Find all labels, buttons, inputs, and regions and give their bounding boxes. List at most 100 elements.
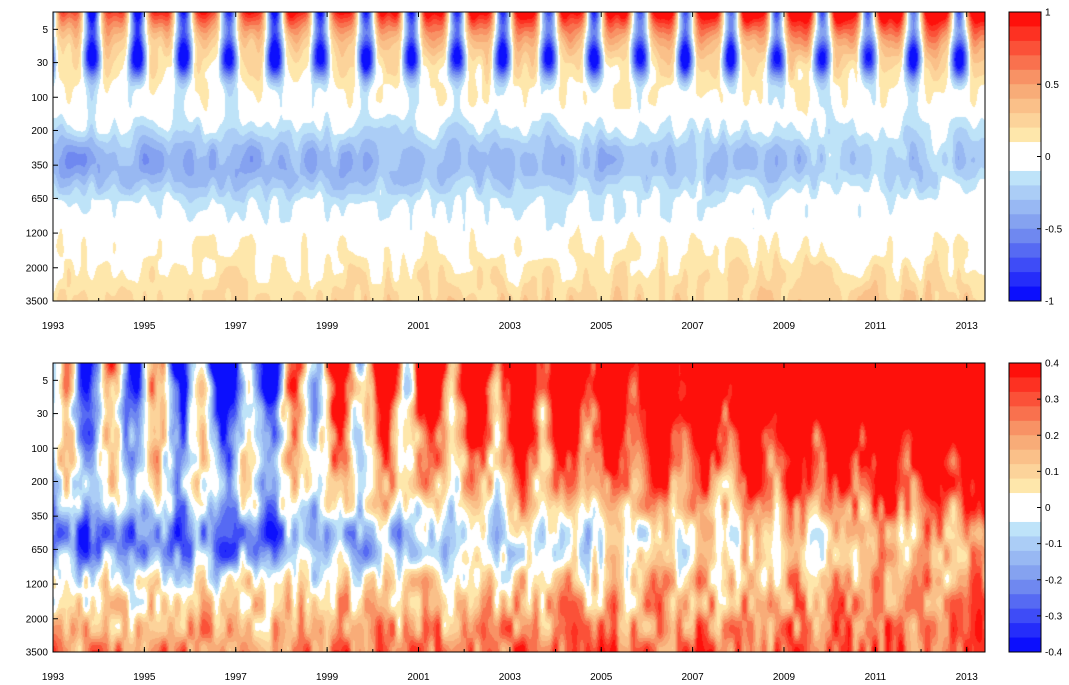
colorbar-tick-label: 0.4 (1045, 359, 1059, 370)
y-tick-label: 5 (42, 376, 48, 387)
colorbar-segment (1009, 257, 1041, 273)
colorbar-segment (1009, 435, 1041, 451)
colorbar-segment (1009, 98, 1041, 114)
colorbar-segment (1009, 12, 1041, 27)
x-tick-label: 1999 (316, 672, 339, 683)
x-tick-label: 2007 (681, 672, 704, 683)
colorbar-segment (1009, 243, 1041, 259)
colorbar-segment (1009, 40, 1041, 56)
x-tick-label: 1997 (225, 672, 248, 683)
colorbar-tick-label: 0.2 (1045, 431, 1059, 442)
colorbar-segment (1009, 55, 1041, 71)
plot-frame-bottom (52, 362, 986, 653)
x-tick-label: 1995 (133, 321, 156, 332)
colorbar-tick-label: -0.1 (1045, 539, 1063, 550)
colorbar-tick-label: 0.3 (1045, 395, 1059, 406)
colorbar-segment (1009, 170, 1041, 186)
y-tick-label: 1200 (26, 580, 49, 591)
x-axis-top: 1993 1995 1997 1999 2001 2003 2005 2007 2009 2011… (42, 12, 978, 332)
colorbar-segment (1009, 565, 1041, 581)
y-tick-label: 2000 (26, 263, 49, 274)
colorbar-segment (1009, 199, 1041, 215)
colorbar-tick-label: 1 (1045, 8, 1051, 19)
y-tick-label: 30 (37, 58, 49, 69)
x-tick-label: 2013 (956, 321, 979, 332)
plot-frame-top (52, 11, 986, 302)
x-tick-label: 2009 (773, 672, 796, 683)
colorbar-segment (1009, 113, 1041, 129)
y-tick-label: 350 (31, 161, 48, 172)
colorbar-tick-label: -0.3 (1045, 611, 1063, 622)
colorbar-segment (1009, 507, 1041, 523)
heatmap-bottom (53, 363, 985, 652)
y-tick-label: 30 (37, 409, 49, 420)
x-tick-label: 2001 (407, 672, 430, 683)
x-tick-label: 2009 (773, 321, 796, 332)
x-tick-label: 2011 (865, 321, 887, 332)
colorbar-tick-label: -0.5 (1045, 224, 1063, 235)
y-tick-label: 5 (42, 25, 48, 36)
colorbar-segment (1009, 594, 1041, 610)
x-tick-label: 1993 (42, 321, 65, 332)
colorbar-segment (1009, 637, 1041, 653)
colorbar-segment (1009, 127, 1041, 143)
y-axis-bottom: 5 30 100 200 350 650 1200 2000 3500 (26, 376, 58, 659)
x-tick-label: 1997 (225, 321, 248, 332)
colorbar-segment (1009, 623, 1041, 639)
x-tick-label: 1999 (316, 321, 339, 332)
colorbar-segment (1009, 84, 1041, 100)
colorbar-tick-label: -0.4 (1045, 648, 1063, 659)
colorbar-segment (1009, 214, 1041, 230)
colorbar-segment (1009, 536, 1041, 552)
colorbar-tick-label: -1 (1045, 297, 1054, 308)
colorbar-tick-label: 0.5 (1045, 80, 1059, 91)
colorbar-bottom: 0.4 0.3 0.2 0.1 0 -0.1 -0.2 -0.3 -0.4 (1008, 359, 1063, 659)
x-tick-label: 2005 (590, 672, 613, 683)
x-tick-label: 1993 (42, 672, 65, 683)
y-axis-top: 5 30 100 200 350 650 1200 2000 3500 (26, 25, 58, 308)
colorbar-segment (1009, 391, 1041, 407)
y-tick-label: 350 (31, 512, 48, 523)
colorbar-tick-label: 0 (1045, 503, 1051, 514)
y-tick-label: 200 (31, 477, 48, 488)
x-tick-label: 2001 (407, 321, 430, 332)
colorbar-segment (1009, 363, 1041, 378)
heatmap-top (53, 12, 985, 301)
colorbar-segment (1009, 26, 1041, 42)
x-tick-label: 2007 (681, 321, 704, 332)
x-tick-label: 2003 (499, 672, 522, 683)
colorbar-segment (1009, 579, 1041, 595)
colorbar-segment (1009, 550, 1041, 566)
y-tick-label: 3500 (26, 648, 49, 659)
x-tick-label: 2013 (956, 672, 979, 683)
y-tick-label: 100 (31, 93, 48, 104)
colorbar-top: 1 0.5 0 -0.5 -1 (1008, 8, 1063, 308)
colorbar-segment (1009, 142, 1041, 157)
colorbar-segment (1009, 377, 1041, 393)
colorbar-segment (1009, 478, 1041, 494)
y-tick-label: 100 (31, 444, 48, 455)
x-tick-label: 2003 (499, 321, 522, 332)
panel-top: 5 30 100 200 350 650 1200 2000 3500 1993 1995 1997… (26, 8, 1063, 333)
y-tick-label: 650 (31, 194, 48, 205)
colorbar-segment (1009, 449, 1041, 465)
y-tick-label: 2000 (26, 614, 49, 625)
colorbar-segment (1009, 608, 1041, 624)
colorbar-segment (1009, 185, 1041, 201)
colorbar-segment (1009, 464, 1041, 480)
y-tick-label: 1200 (26, 229, 49, 240)
colorbar-segment (1009, 406, 1041, 422)
colorbar-segment (1009, 69, 1041, 85)
y-tick-label: 650 (31, 545, 48, 556)
y-tick-label: 3500 (26, 297, 49, 308)
colorbar-segment (1009, 420, 1041, 436)
colorbar-segment (1009, 272, 1041, 288)
colorbar-segment (1009, 286, 1041, 302)
y-tick-label: 200 (31, 126, 48, 137)
colorbar-segment (1009, 228, 1041, 244)
x-axis-bottom: 1993 1995 1997 1999 2001 2003 2005 2007 2009 2011… (42, 363, 978, 683)
colorbar-segment (1009, 493, 1041, 508)
panel-bottom: 5 30 100 200 350 650 1200 2000 3500 1993 1995 1997… (26, 359, 1063, 684)
x-tick-label: 2011 (865, 672, 887, 683)
